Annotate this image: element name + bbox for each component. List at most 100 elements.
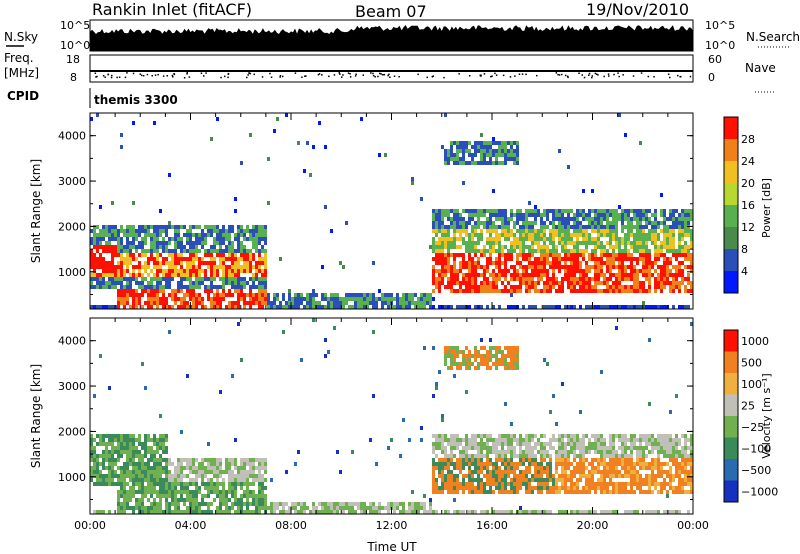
heatmap-cell xyxy=(198,510,201,514)
heatmap-cell xyxy=(519,478,522,482)
heatmap-cell xyxy=(165,277,168,281)
heatmap-cell xyxy=(531,486,534,490)
heatmap-cell xyxy=(663,265,666,269)
heatmap-cell xyxy=(480,362,483,366)
heatmap-cell xyxy=(495,281,498,285)
heatmap-cell xyxy=(600,305,603,309)
heatmap-cell xyxy=(588,289,591,293)
heatmap-cell xyxy=(522,221,525,225)
heatmap-cell xyxy=(117,297,120,301)
heatmap-cell xyxy=(603,478,606,482)
heatmap-cell xyxy=(438,261,441,265)
heatmap-cell xyxy=(447,153,450,157)
heatmap-cell xyxy=(216,269,219,273)
heatmap-cell xyxy=(231,506,234,510)
heatmap-cell xyxy=(144,486,147,490)
heatmap-cell xyxy=(477,454,480,458)
heatmap-cell xyxy=(135,249,138,253)
heatmap-cell xyxy=(456,253,459,257)
heatmap-cell xyxy=(153,498,156,502)
heatmap-cell xyxy=(591,486,594,490)
heatmap-cell xyxy=(435,510,438,514)
heatmap-cell xyxy=(471,265,474,269)
heatmap-cell xyxy=(138,478,141,482)
heatmap-cell xyxy=(522,474,525,478)
heatmap-cell xyxy=(360,506,363,510)
heatmap-cell xyxy=(372,510,375,514)
heatmap-cell xyxy=(456,277,459,281)
heatmap-cell xyxy=(282,297,285,301)
heatmap-cell xyxy=(105,265,108,269)
heatmap-cell xyxy=(423,305,426,309)
heatmap-cell xyxy=(513,486,516,490)
heatmap-cell xyxy=(456,490,459,494)
heatmap-cell xyxy=(465,233,468,237)
heatmap-cell xyxy=(240,161,243,165)
heatmap-cell xyxy=(561,486,564,490)
heatmap-cell xyxy=(432,346,435,350)
heatmap-cell xyxy=(618,273,621,277)
heatmap-cell xyxy=(690,269,693,273)
heatmap-cell xyxy=(312,506,315,510)
heatmap-cell xyxy=(603,273,606,277)
heatmap-cell xyxy=(432,281,435,285)
heatmap-cell xyxy=(477,462,480,466)
heatmap-cell xyxy=(627,257,630,261)
heatmap-cell xyxy=(621,434,624,438)
heatmap-cell xyxy=(336,506,339,510)
heatmap-cell xyxy=(450,157,453,161)
heatmap-cell xyxy=(582,462,585,466)
heatmap-cell xyxy=(186,293,189,297)
heatmap-cell xyxy=(174,257,177,261)
heatmap-cell xyxy=(117,289,120,293)
heatmap-cell xyxy=(135,301,138,305)
heatmap-cell xyxy=(531,269,534,273)
heatmap-cell xyxy=(159,506,162,510)
heatmap-cell xyxy=(486,482,489,486)
heatmap-cell xyxy=(306,141,309,145)
nave-tick-top: 60 xyxy=(708,53,722,66)
heatmap-cell xyxy=(159,209,162,213)
heatmap-cell xyxy=(507,233,510,237)
heatmap-cell xyxy=(459,269,462,273)
heatmap-cell xyxy=(537,249,540,253)
heatmap-cell xyxy=(477,478,480,482)
heatmap-cell xyxy=(477,261,480,265)
heatmap-cell xyxy=(144,265,147,269)
heatmap-cell xyxy=(495,470,498,474)
heatmap-cell xyxy=(177,257,180,261)
heatmap-cell xyxy=(555,257,558,261)
heatmap-cell xyxy=(114,245,117,249)
heatmap-cell xyxy=(255,297,258,301)
heatmap-cell xyxy=(609,305,612,309)
heatmap-cell xyxy=(528,486,531,490)
heatmap-cell xyxy=(186,301,189,305)
heatmap-cell xyxy=(555,450,558,454)
heatmap-cell xyxy=(588,265,591,269)
heatmap-cell xyxy=(138,438,141,442)
heatmap-cell xyxy=(99,454,102,458)
heatmap-cell xyxy=(642,261,645,265)
heatmap-cell xyxy=(171,462,174,466)
heatmap-cell xyxy=(324,354,327,358)
heatmap-cell xyxy=(672,213,675,217)
heatmap-cell xyxy=(489,281,492,285)
heatmap-cell xyxy=(135,474,138,478)
heatmap-cell xyxy=(90,446,93,450)
heatmap-cell xyxy=(624,249,627,253)
heatmap-cell xyxy=(513,462,516,466)
heatmap-cell xyxy=(465,454,468,458)
heatmap-cell xyxy=(603,249,606,253)
heatmap-cell xyxy=(174,245,177,249)
heatmap-cell xyxy=(432,482,435,486)
heatmap-cell xyxy=(468,249,471,253)
heatmap-cell xyxy=(492,474,495,478)
heatmap-cell xyxy=(510,145,513,149)
heatmap-cell xyxy=(669,241,672,245)
heatmap-cell xyxy=(663,233,666,237)
heatmap-cell xyxy=(180,478,183,482)
heatmap-cell xyxy=(528,233,531,237)
heatmap-cell xyxy=(576,490,579,494)
heatmap-cell xyxy=(243,510,246,514)
heatmap-cell xyxy=(513,225,516,229)
